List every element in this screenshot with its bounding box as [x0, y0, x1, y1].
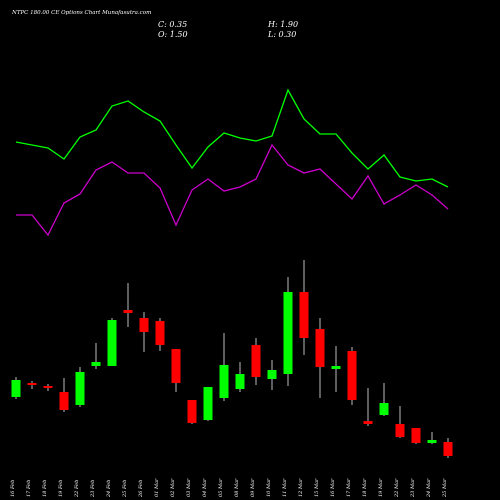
x-tick-label: 22 Mar: [394, 478, 400, 498]
candle-body: [251, 345, 261, 377]
candle-body: [283, 292, 293, 374]
x-tick-label: 24 Mar: [426, 478, 432, 498]
candle-body: [91, 362, 101, 366]
x-tick-label: 03 Mar: [186, 478, 192, 497]
candle-body: [139, 318, 149, 332]
ohlc-label: C: 0.35: [158, 20, 187, 29]
x-tick-label: 19 Mar: [378, 478, 384, 497]
candle-body: [379, 403, 389, 415]
candle-body: [235, 374, 245, 389]
x-tick-label: 08 Mar: [234, 478, 240, 497]
candle-body: [171, 349, 181, 383]
candle-body: [187, 400, 197, 423]
line-series: [16, 143, 449, 237]
candle-body: [59, 392, 69, 410]
x-tick-label: 22 Feb: [74, 480, 80, 498]
x-tick-label: 25 Mar: [442, 478, 448, 498]
candle-body: [395, 424, 405, 437]
x-tick-label: 02 Mar: [170, 478, 176, 497]
candle-body: [427, 440, 437, 443]
candle-body: [299, 292, 309, 338]
ohlc-label: H: 1.90: [267, 20, 298, 29]
candle-body: [347, 351, 357, 400]
candle-body: [219, 365, 229, 398]
candle-body: [315, 329, 325, 367]
candle-body: [123, 310, 133, 313]
x-tick-label: 01 Mar: [154, 478, 160, 497]
x-tick-label: 18 Feb: [42, 480, 48, 497]
x-tick-label: 05 Mar: [218, 478, 224, 497]
x-tick-label: 10 Mar: [266, 478, 272, 497]
x-tick-label: 18 Mar: [362, 478, 368, 497]
candle-body: [443, 442, 453, 456]
candle-body: [27, 383, 37, 385]
candle-body: [155, 321, 165, 345]
x-tick-label: 17 Mar: [346, 478, 352, 497]
ohlc-label: O: 1.50: [158, 30, 188, 39]
candle-body: [411, 428, 421, 443]
x-tick-label: 19 Feb: [58, 480, 64, 497]
chart-title: NTPC 180.00 CE Options Chart Munafasutra…: [11, 10, 151, 16]
candle-body: [331, 366, 341, 369]
ohlc-label: L: 0.30: [267, 30, 296, 39]
x-tick-label: 12 Mar: [298, 478, 304, 497]
x-tick-label: 04 Mar: [202, 478, 208, 497]
candle-body: [363, 421, 373, 424]
candle-body: [11, 380, 21, 397]
x-tick-label: 11 Mar: [282, 478, 288, 497]
x-tick-label: 16 Mar: [330, 478, 336, 497]
candle-body: [43, 386, 53, 388]
x-tick-label: 15 Mar: [314, 478, 320, 497]
x-tick-label: 24 Feb: [106, 480, 112, 498]
candle-body: [107, 320, 117, 366]
x-tick-label: 23 Feb: [90, 480, 96, 498]
candle-body: [203, 387, 213, 420]
candle-body: [75, 372, 85, 405]
x-tick-label: 23 Mar: [410, 478, 416, 498]
x-tick-label: 25 Feb: [122, 480, 128, 498]
x-tick-label: 17 Feb: [26, 480, 32, 497]
candle-body: [267, 370, 277, 379]
x-tick-label: 26 Feb: [138, 480, 144, 498]
line-series: [15, 88, 449, 188]
x-tick-label: 16 Feb: [10, 480, 16, 497]
x-tick-label: 09 Mar: [250, 478, 256, 497]
